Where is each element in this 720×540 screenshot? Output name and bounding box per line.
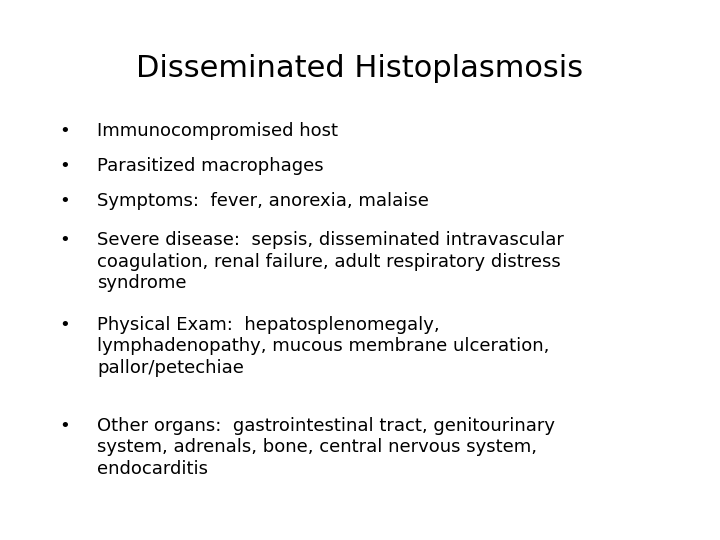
- Text: •: •: [60, 417, 70, 435]
- Text: •: •: [60, 231, 70, 249]
- Text: •: •: [60, 157, 70, 174]
- Text: Severe disease:  sepsis, disseminated intravascular
coagulation, renal failure, : Severe disease: sepsis, disseminated int…: [97, 231, 564, 292]
- Text: Other organs:  gastrointestinal tract, genitourinary
system, adrenals, bone, cen: Other organs: gastrointestinal tract, ge…: [97, 417, 555, 478]
- Text: Physical Exam:  hepatosplenomegaly,
lymphadenopathy, mucous membrane ulceration,: Physical Exam: hepatosplenomegaly, lymph…: [97, 316, 549, 377]
- Text: Parasitized macrophages: Parasitized macrophages: [97, 157, 324, 174]
- Text: •: •: [60, 316, 70, 334]
- Text: •: •: [60, 122, 70, 139]
- Text: Symptoms:  fever, anorexia, malaise: Symptoms: fever, anorexia, malaise: [97, 192, 429, 210]
- Text: Disseminated Histoplasmosis: Disseminated Histoplasmosis: [136, 54, 584, 83]
- Text: •: •: [60, 192, 70, 210]
- Text: Immunocompromised host: Immunocompromised host: [97, 122, 338, 139]
